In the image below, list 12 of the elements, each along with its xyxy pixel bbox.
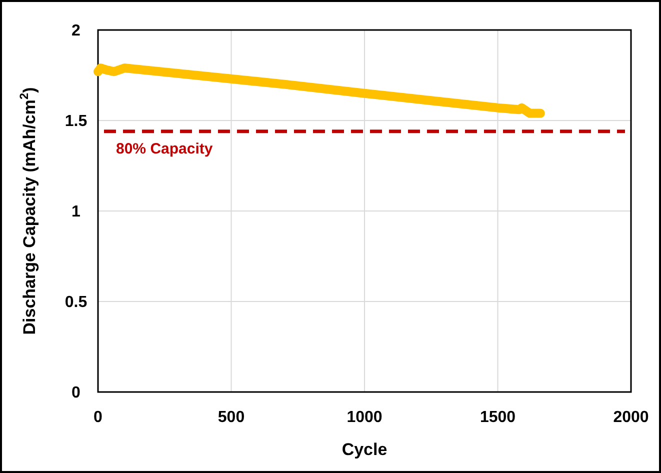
x-tick-label: 500 bbox=[218, 409, 245, 426]
x-axis-title: Cycle bbox=[342, 440, 388, 459]
y-tick-label: 0.5 bbox=[64, 294, 88, 312]
x-tick-label: 1500 bbox=[480, 409, 516, 426]
y-tick-label: 1 bbox=[72, 204, 81, 221]
x-tick-label: 2000 bbox=[613, 409, 649, 426]
ref-line-label: 80% Capacity bbox=[116, 140, 214, 158]
x-tick-label: 0 bbox=[94, 409, 103, 426]
y-tick-label: 0 bbox=[72, 384, 81, 402]
x-tick-label: 1000 bbox=[346, 409, 382, 426]
y-tick-label: 1.5 bbox=[64, 113, 88, 130]
y-tick-label: 2 bbox=[72, 22, 81, 40]
